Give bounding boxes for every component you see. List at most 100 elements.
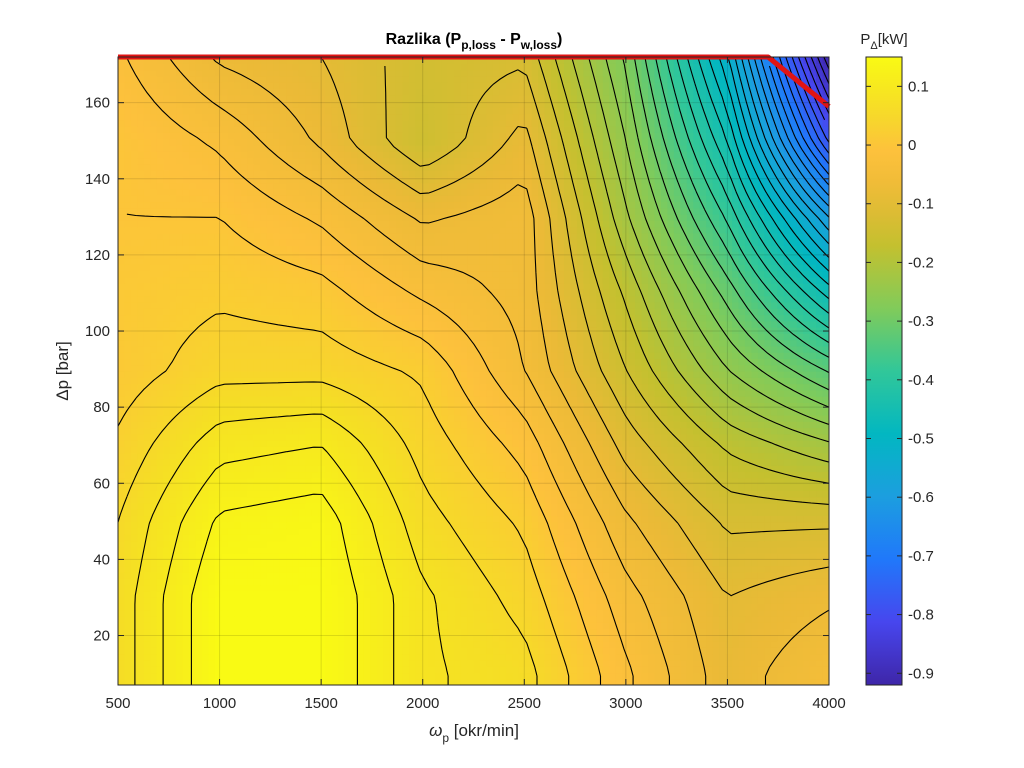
- field-cell: [176, 521, 184, 529]
- field-cell: [544, 509, 552, 517]
- field-cell: [415, 622, 423, 630]
- field-cell: [615, 421, 623, 429]
- field-cell: [350, 653, 358, 661]
- field-cell: [473, 509, 481, 517]
- field-cell: [641, 565, 649, 573]
- field-cell: [389, 647, 397, 655]
- field-cell: [357, 427, 365, 435]
- field-cell: [770, 496, 778, 504]
- field-cell: [725, 540, 733, 548]
- field-cell: [725, 534, 733, 542]
- field-cell: [693, 471, 701, 479]
- field-cell: [163, 615, 171, 623]
- field-cell: [796, 584, 804, 592]
- field-cell: [331, 659, 339, 667]
- field-cell: [673, 440, 681, 447]
- field-cell: [318, 666, 326, 674]
- field-cell: [764, 484, 772, 491]
- field-cell: [260, 396, 268, 403]
- field-cell: [460, 565, 468, 573]
- field-cell: [803, 553, 811, 560]
- field-cell: [383, 615, 391, 623]
- field-cell: [189, 609, 197, 617]
- field-cell: [408, 458, 416, 466]
- field-cell: [286, 540, 294, 548]
- field-cell: [286, 402, 294, 410]
- field-cell: [744, 678, 753, 685]
- field-cell: [538, 603, 546, 611]
- field-cell: [118, 584, 126, 592]
- field-cell: [667, 484, 675, 491]
- field-cell: [441, 540, 449, 548]
- field-cell: [305, 672, 313, 680]
- field-cell: [660, 433, 669, 441]
- field-cell: [667, 597, 675, 604]
- field-cell: [492, 484, 500, 491]
- field-cell: [596, 421, 604, 429]
- field-cell: [415, 427, 423, 435]
- field-cell: [492, 427, 500, 435]
- field-cell: [686, 559, 694, 567]
- field-cell: [648, 433, 656, 441]
- field-cell: [227, 590, 235, 598]
- field-cell: [757, 584, 765, 592]
- field-cell: [389, 666, 397, 674]
- field-cell: [622, 609, 630, 617]
- field-cell: [357, 584, 365, 592]
- field-cell: [544, 678, 552, 685]
- field-cell: [273, 622, 281, 630]
- field-cell: [454, 628, 462, 636]
- field-cell: [628, 452, 636, 460]
- field-cell: [602, 565, 610, 573]
- field-cell: [680, 490, 688, 498]
- field-cell: [143, 484, 151, 491]
- field-cell: [660, 465, 669, 473]
- field-cell: [803, 571, 811, 579]
- field-cell: [311, 433, 319, 441]
- field-cell: [305, 421, 313, 429]
- field-cell: [583, 571, 591, 579]
- field-cell: [286, 421, 294, 429]
- field-cell: [751, 634, 759, 642]
- field-cell: [118, 615, 126, 623]
- field-cell: [693, 603, 701, 611]
- field-cell: [156, 584, 164, 592]
- field-cell: [389, 641, 397, 648]
- field-cell: [764, 584, 772, 592]
- field-cell: [447, 609, 455, 617]
- field-cell: [376, 427, 384, 435]
- field-cell: [706, 490, 714, 498]
- field-cell: [538, 666, 546, 674]
- field-cell: [370, 484, 378, 491]
- field-cell: [589, 509, 597, 517]
- field-cell: [182, 502, 190, 510]
- field-cell: [383, 458, 391, 466]
- field-cell: [363, 653, 371, 661]
- field-cell: [460, 521, 468, 529]
- field-cell: [512, 659, 520, 667]
- field-cell: [699, 641, 707, 648]
- field-cell: [609, 622, 617, 630]
- field-cell: [118, 647, 126, 655]
- field-cell: [441, 427, 449, 435]
- field-cell: [247, 477, 255, 485]
- field-cell: [156, 622, 164, 630]
- field-cell: [214, 433, 223, 441]
- field-cell: [137, 490, 145, 498]
- field-cell: [796, 559, 804, 567]
- field-cell: [660, 590, 669, 598]
- field-cell: [253, 597, 261, 604]
- field-cell: [143, 490, 151, 498]
- field-cell: [214, 465, 223, 473]
- field-cell: [395, 615, 403, 623]
- field-cell: [641, 528, 649, 535]
- field-cell: [221, 666, 229, 674]
- field-cell: [389, 534, 397, 542]
- field-cell: [557, 666, 565, 674]
- field-cell: [292, 490, 300, 498]
- field-cell: [628, 653, 636, 661]
- field-cell: [337, 408, 345, 416]
- field-cell: [673, 484, 681, 491]
- field-cell: [350, 440, 358, 447]
- field-cell: [454, 408, 462, 416]
